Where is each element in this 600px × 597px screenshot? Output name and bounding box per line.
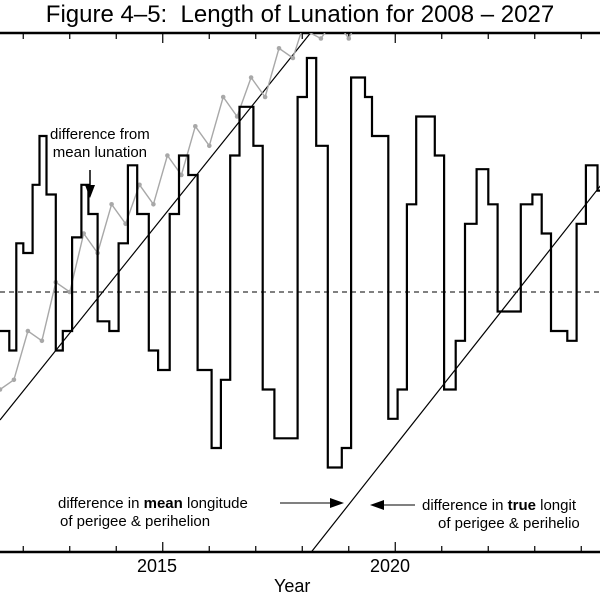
gray-series-point bbox=[234, 114, 240, 119]
gray-series bbox=[0, 0, 407, 392]
x-tick-label-2015: 2015 bbox=[137, 556, 178, 576]
x-tick-label-2020: 2020 bbox=[370, 556, 411, 576]
chart-title: Figure 4–5: Length of Lunation for 2008 … bbox=[45, 1, 555, 28]
gray-series-point bbox=[333, 17, 338, 22]
black-stepped-series bbox=[0, 56, 600, 469]
gray-series-point bbox=[402, 0, 407, 2]
gray-series-point bbox=[39, 338, 45, 344]
gray-series-point bbox=[81, 231, 86, 236]
gray-series-point bbox=[11, 377, 17, 383]
gray-series-point bbox=[220, 94, 226, 100]
arrow-down-icon bbox=[85, 185, 95, 198]
trend-lines bbox=[0, 33, 600, 552]
gray-series-point bbox=[248, 75, 254, 80]
gray-series-point bbox=[300, 27, 305, 32]
gray-series-line bbox=[0, 33, 353, 391]
gray-series-point bbox=[374, 17, 379, 22]
gray-series-point bbox=[67, 289, 73, 295]
gray-series-point bbox=[276, 46, 282, 51]
x-axis-label: Year bbox=[274, 576, 311, 596]
arrow-right-icon bbox=[330, 498, 344, 508]
gray-series-point bbox=[346, 36, 352, 41]
arrow-left-icon bbox=[370, 500, 384, 510]
annotation-true-longitude: difference in true longit of perigee & p… bbox=[422, 497, 580, 532]
trend-line-upper bbox=[0, 33, 312, 421]
gray-series-point bbox=[151, 202, 156, 207]
gray-series-point bbox=[165, 153, 170, 158]
gray-series-point bbox=[360, 7, 365, 12]
gray-series-point bbox=[123, 221, 128, 227]
gray-series-point bbox=[0, 387, 3, 392]
gray-series-point bbox=[193, 124, 198, 129]
gray-series-point bbox=[262, 94, 268, 100]
gray-series-point bbox=[25, 328, 31, 334]
gray-series-point bbox=[137, 182, 142, 188]
gray-series-point bbox=[290, 55, 296, 61]
gray-series-point bbox=[207, 143, 212, 149]
annotation-mean-longitude: difference in mean longitude of perigee … bbox=[58, 495, 248, 530]
annotation-mean-lunation: difference from mean lunation bbox=[50, 126, 150, 161]
gray-series-point bbox=[318, 36, 324, 41]
gray-series-point bbox=[109, 202, 114, 207]
tick-marks bbox=[22, 33, 582, 552]
gray-series-point bbox=[179, 172, 184, 178]
